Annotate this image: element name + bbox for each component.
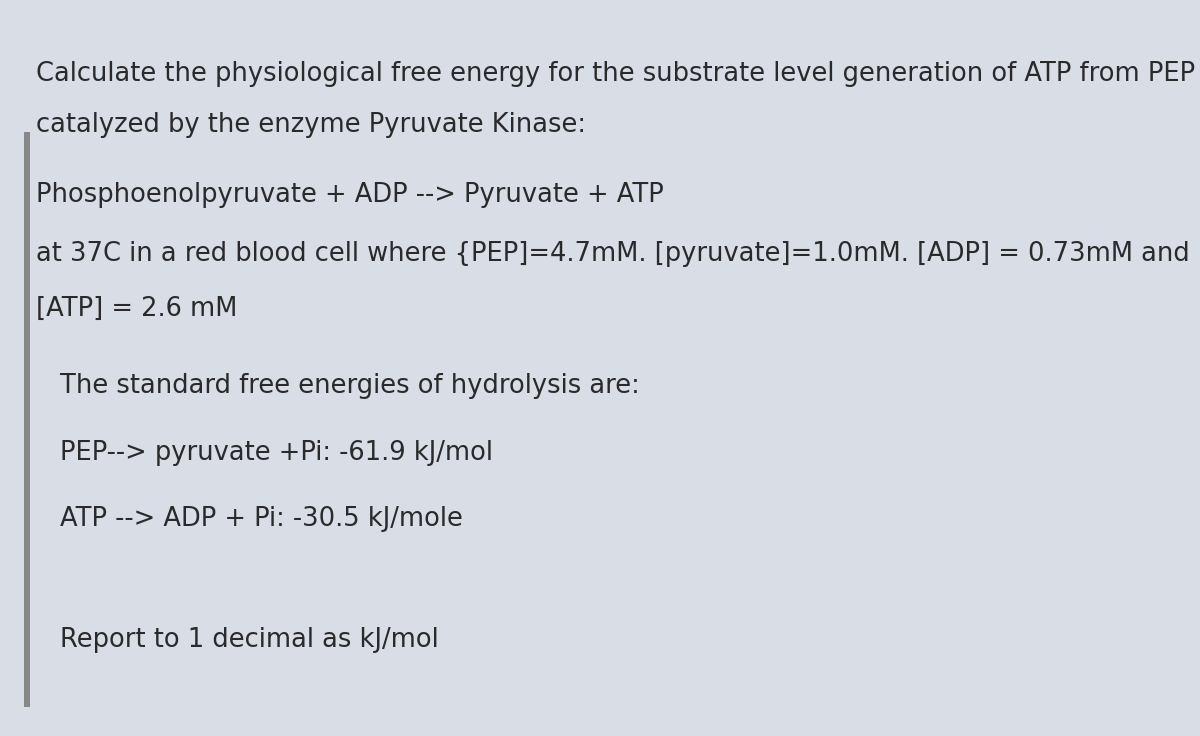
Text: at 37C in a red blood cell where {PEP]=4.7mM. [pyruvate]=1.0mM. [ADP] = 0.73mM a: at 37C in a red blood cell where {PEP]=4… [36, 241, 1189, 267]
Text: The standard free energies of hydrolysis are:: The standard free energies of hydrolysis… [60, 373, 640, 400]
Text: Report to 1 decimal as kJ/mol: Report to 1 decimal as kJ/mol [60, 627, 439, 654]
FancyBboxPatch shape [24, 132, 30, 707]
Text: catalyzed by the enzyme Pyruvate Kinase:: catalyzed by the enzyme Pyruvate Kinase: [36, 112, 586, 138]
Text: Phosphoenolpyruvate + ADP --> Pyruvate + ATP: Phosphoenolpyruvate + ADP --> Pyruvate +… [36, 182, 664, 208]
Text: Calculate the physiological free energy for the substrate level generation of AT: Calculate the physiological free energy … [36, 60, 1195, 87]
Text: PEP--> pyruvate +Pi: -61.9 kJ/mol: PEP--> pyruvate +Pi: -61.9 kJ/mol [60, 439, 493, 466]
Text: ATP --> ADP + Pi: -30.5 kJ/mole: ATP --> ADP + Pi: -30.5 kJ/mole [60, 506, 463, 532]
Text: [ATP] = 2.6 mM: [ATP] = 2.6 mM [36, 296, 238, 322]
